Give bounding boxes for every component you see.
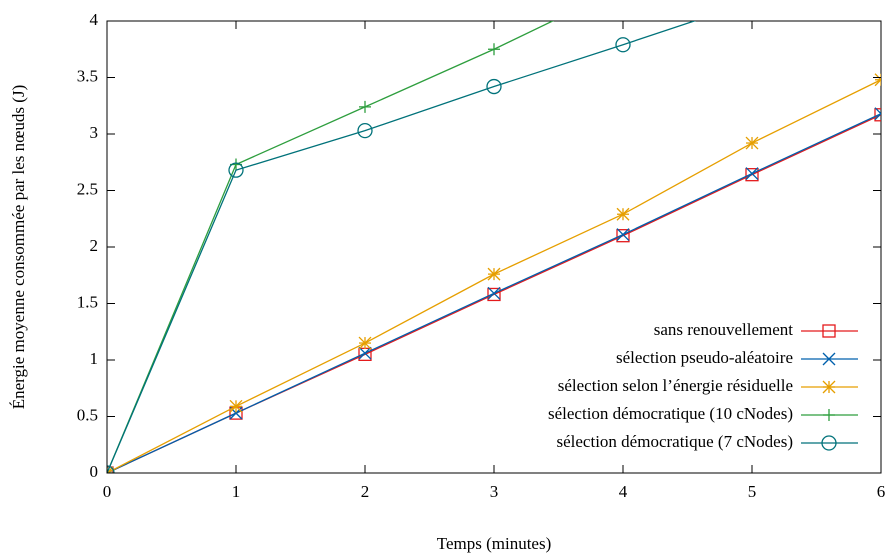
plot-area <box>107 0 881 473</box>
marker <box>821 435 837 451</box>
y-tick-label: 0.5 <box>77 405 98 424</box>
series-line <box>107 21 697 473</box>
marker-shape <box>486 78 502 95</box>
marker-shape <box>487 287 501 302</box>
marker <box>822 352 836 366</box>
marker <box>874 73 881 87</box>
marker-shape <box>615 37 631 53</box>
y-tick-label: 2 <box>90 236 99 255</box>
marker-shape <box>228 162 244 178</box>
y-axis-label: Énergie moyenne consommée par les nœuds … <box>9 85 28 410</box>
x-axis-label: Temps (minutes) <box>437 534 551 553</box>
y-tick-label: 4 <box>90 10 99 29</box>
marker <box>487 286 501 300</box>
y-tick-label: 0 <box>90 462 99 481</box>
marker <box>615 37 631 53</box>
marker <box>486 78 502 95</box>
marker-stroke <box>358 346 372 360</box>
x-tick-label: 2 <box>361 482 370 501</box>
marker <box>358 336 372 350</box>
marker-stroke <box>616 228 630 242</box>
marker-stroke <box>487 286 501 300</box>
legend-label: sélection pseudo-aléatoire <box>616 348 793 367</box>
marker <box>822 380 836 394</box>
legend-label: sélection démocratique (7 cNodes) <box>557 432 794 451</box>
marker-shape <box>821 435 837 451</box>
marker <box>488 43 500 56</box>
marker <box>823 409 835 421</box>
marker-shape <box>874 108 881 122</box>
y-tick-label: 1 <box>90 349 99 368</box>
marker <box>745 168 759 182</box>
marker <box>616 207 630 221</box>
marker-shape <box>822 324 836 338</box>
marker <box>228 162 244 178</box>
marker-shape <box>745 0 759 9</box>
marker-stroke <box>107 466 114 473</box>
marker <box>745 167 759 181</box>
y-tick-label: 3.5 <box>77 66 98 85</box>
marker <box>822 324 836 338</box>
legend-label: sélection démocratique (10 cNodes) <box>548 404 793 423</box>
marker <box>745 0 759 9</box>
marker <box>616 228 630 242</box>
legend-label: sélection selon l’énergie résiduelle <box>558 376 793 395</box>
marker <box>229 399 243 413</box>
x-tick-label: 5 <box>748 482 757 501</box>
series-line <box>107 21 555 473</box>
y-tick-label: 2.5 <box>77 179 98 198</box>
marker-stroke <box>874 73 881 81</box>
marker-stroke <box>874 107 881 115</box>
x-tick-label: 3 <box>490 482 499 501</box>
marker <box>359 100 371 113</box>
legend-label: sans renouvellement <box>654 320 794 339</box>
marker-stroke <box>874 78 881 87</box>
y-tick-label: 1.5 <box>77 292 98 311</box>
y-tick-label: 3 <box>90 123 99 142</box>
x-tick-label: 4 <box>619 482 628 501</box>
marker-stroke <box>874 112 881 121</box>
marker <box>616 229 630 243</box>
marker-shape <box>357 122 373 139</box>
marker <box>874 108 881 122</box>
x-tick-label: 1 <box>232 482 241 501</box>
marker-stroke <box>745 167 759 181</box>
marker-stroke <box>229 406 243 420</box>
marker <box>874 107 881 121</box>
marker <box>107 466 114 473</box>
x-tick-label: 0 <box>103 482 112 501</box>
marker <box>487 287 501 302</box>
marker-stroke <box>822 352 836 366</box>
marker <box>357 122 373 139</box>
marker <box>487 267 501 281</box>
marker <box>745 136 759 150</box>
x-tick-label: 6 <box>877 482 886 501</box>
marker-shape <box>745 168 759 182</box>
marker-shape <box>616 229 630 243</box>
marker <box>358 346 372 360</box>
